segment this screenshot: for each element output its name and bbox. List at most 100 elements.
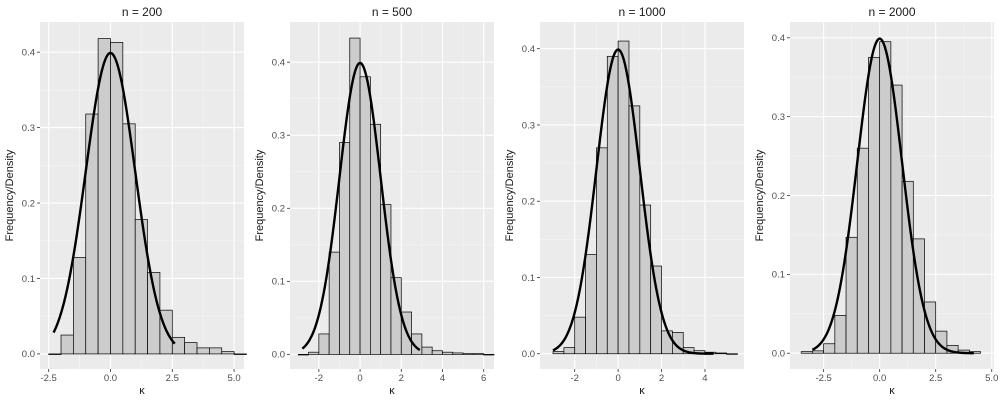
- y-tick-label: 0.1: [522, 273, 535, 284]
- histogram-bar: [574, 316, 586, 355]
- y-axis-ticks: 0.0 0.1 0.2 0.3 0.4: [22, 47, 40, 360]
- density-curve: [301, 61, 421, 352]
- histogram-bar: [233, 353, 247, 355]
- histogram-bar: [209, 347, 223, 355]
- x-tick-label: -2: [570, 373, 578, 384]
- y-tick-label: 0.3: [272, 131, 285, 142]
- y-tick-label: 0.2: [772, 191, 785, 202]
- histogram-bar: [672, 332, 684, 355]
- histogram-bar: [411, 333, 423, 355]
- histogram-bar: [308, 351, 320, 355]
- x-tick-label: 5.0: [985, 373, 998, 384]
- histogram-bar: [617, 40, 630, 355]
- histogram-bar: [359, 76, 371, 355]
- panel-n2000: n = 2000 -2.5 0.0 2.5 5.0 0.0 0.1 0.2 0.3 0.4 κ…: [754, 5, 998, 397]
- histogram-bar: [171, 336, 186, 355]
- y-tick-label: 0.0: [22, 349, 35, 360]
- x-tick-label: 5.0: [227, 373, 240, 384]
- histogram-bar: [483, 354, 495, 356]
- histogram-bar: [473, 353, 485, 355]
- histogram-bar: [856, 147, 869, 354]
- histogram-bar: [812, 350, 824, 354]
- histogram-bar: [596, 147, 608, 355]
- x-tick-label: -2.5: [40, 373, 56, 384]
- histogram-bar: [912, 238, 925, 354]
- y-axis-title: Frequency/Density: [504, 149, 516, 241]
- x-tick-label: 0.0: [104, 373, 117, 384]
- histogram-bars: [297, 37, 495, 356]
- histogram-bar: [563, 347, 576, 355]
- histogram-bar: [431, 350, 443, 355]
- histogram-bar: [661, 330, 673, 355]
- x-tick-label: 0: [357, 373, 362, 384]
- histogram-bar: [879, 41, 892, 354]
- panel-n1000: n = 1000 -2 0 2 4 0.0 0.1 0.2 0.3 0.4 κ Frequen…: [504, 5, 744, 397]
- y-tick-label: 0.4: [22, 47, 35, 58]
- panel-n500: n = 500 -2 0 2 4 6 0.0 0.1 0.2 0.3 0.4 κ Frequen…: [254, 5, 495, 397]
- x-tick-label: 2: [399, 373, 404, 384]
- x-tick-label: 2: [659, 373, 664, 384]
- histogram-bar: [452, 352, 464, 355]
- y-axis-ticks: 0.0 0.1 0.2 0.3 0.4: [272, 57, 290, 361]
- histogram-bar: [823, 343, 836, 354]
- x-axis-ticks: -2 0 2 4 6: [315, 369, 486, 384]
- histogram-bar: [845, 236, 858, 354]
- y-tick-label: 0.3: [772, 112, 785, 123]
- histogram-bar: [97, 38, 111, 355]
- histogram-bar: [552, 351, 565, 355]
- x-tick-label: 2.5: [929, 373, 942, 384]
- x-axis-title: κ: [389, 385, 395, 397]
- x-axis-title: κ: [889, 385, 895, 397]
- histogram-bar: [60, 334, 74, 355]
- y-tick-label: 0.1: [22, 274, 35, 285]
- density-curve: [52, 51, 176, 345]
- y-tick-label: 0.1: [272, 277, 285, 288]
- x-tick-label: -2: [315, 373, 323, 384]
- y-tick-label: 0.0: [522, 349, 535, 360]
- histogram-bar: [868, 57, 881, 354]
- histogram-bars: [800, 41, 981, 354]
- x-tick-label: -2.5: [815, 373, 831, 384]
- histogram-bar: [421, 346, 433, 355]
- y-tick-label: 0.0: [772, 349, 785, 360]
- y-tick-label: 0.2: [22, 198, 35, 209]
- x-tick-label: 4: [440, 373, 445, 384]
- x-axis-ticks: -2.5 0.0 2.5 5.0: [40, 369, 241, 384]
- density-curve: [552, 48, 714, 355]
- histogram-bar: [442, 351, 454, 355]
- histogram-bar: [318, 333, 330, 355]
- x-tick-label: 2.5: [166, 373, 179, 384]
- y-tick-label: 0.2: [272, 204, 285, 215]
- histogram-bar: [628, 105, 641, 355]
- histogram-bar: [196, 347, 210, 355]
- y-tick-label: 0.0: [272, 350, 285, 361]
- histogram-bar: [834, 315, 847, 354]
- y-tick-label: 0.4: [272, 57, 285, 68]
- x-tick-label: 0: [615, 373, 620, 384]
- histogram-bar: [73, 257, 87, 355]
- histogram-bar: [935, 330, 948, 354]
- histogram-bar: [297, 354, 309, 356]
- histogram-bar: [726, 353, 738, 355]
- histogram-bar: [184, 342, 198, 355]
- histogram-bar: [221, 351, 235, 355]
- x-axis-ticks: -2 0 2 4: [570, 369, 708, 384]
- x-axis-ticks: -2.5 0.0 2.5 5.0: [815, 369, 998, 384]
- density-curve: [811, 37, 974, 355]
- y-tick-label: 0.1: [772, 270, 785, 281]
- histogram-bars: [552, 40, 738, 355]
- y-axis-title: Frequency/Density: [4, 149, 16, 241]
- histogram-bar: [606, 55, 619, 355]
- y-axis-title: Frequency/Density: [754, 149, 766, 241]
- y-tick-label: 0.4: [772, 33, 785, 44]
- histogram-bar: [639, 204, 652, 355]
- histogram-bar: [715, 352, 727, 355]
- panel-title: n = 1000: [618, 5, 665, 19]
- x-axis-title: κ: [639, 385, 645, 397]
- x-tick-label: 0.0: [873, 373, 886, 384]
- histogram-bar: [48, 353, 62, 355]
- y-tick-label: 0.3: [522, 120, 535, 131]
- panel-title: n = 500: [372, 5, 413, 19]
- y-axis-ticks: 0.0 0.1 0.2 0.3 0.4: [522, 44, 540, 360]
